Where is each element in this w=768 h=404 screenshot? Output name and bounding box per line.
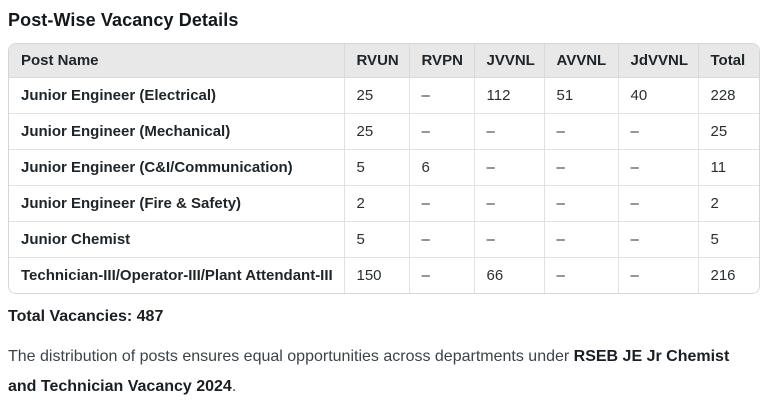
post-name-cell: Junior Engineer (Fire & Safety) [9,185,345,222]
vacancy-count-cell: 228 [698,77,759,114]
vacancy-count-cell: – [618,257,699,293]
vacancy-count-cell: – [544,113,619,150]
vacancy-count-cell: – [409,221,475,258]
post-name-cell: Junior Engineer (C&I/Communication) [9,149,345,186]
column-header: RVPN [409,44,475,78]
vacancy-count-cell: 2 [698,185,759,222]
vacancy-count-cell: 25 [344,77,410,114]
vacancy-table-container: Post Name RVUN RVPN JVVNL AVVNL JdVVNL Total J… [8,43,760,294]
table-header-row: Post Name RVUN RVPN JVVNL AVVNL JdVVNL Total [9,44,759,78]
column-header: JdVVNL [618,44,699,78]
table-row: Technician-III/Operator-III/Plant Attend… [9,257,759,293]
footer-text-before: The distribution of posts ensures equal … [8,348,574,365]
vacancy-count-cell: – [474,149,545,186]
vacancy-count-cell: 5 [698,221,759,258]
vacancy-count-cell: 6 [409,149,475,186]
vacancy-count-cell: 25 [698,113,759,150]
vacancy-count-cell: – [409,77,475,114]
vacancy-count-cell: 112 [474,77,545,114]
table-row: Junior Engineer (C&I/Communication) 5 6– – –… [9,149,759,186]
vacancy-count-cell: – [544,149,619,186]
vacancy-count-cell: 5 [344,149,410,186]
vacancy-count-cell: 216 [698,257,759,293]
vacancy-count-cell: 150 [344,257,410,293]
vacancy-count-cell: 25 [344,113,410,150]
vacancy-table: Post Name RVUN RVPN JVVNL AVVNL JdVVNL Total J… [9,44,759,293]
post-name-cell: Technician-III/Operator-III/Plant Attend… [9,257,345,293]
vacancy-count-cell: – [409,113,475,150]
vacancy-count-cell: 51 [544,77,619,114]
table-row: Junior Engineer (Electrical) 25–112 51 40 22… [9,77,759,114]
table-header: Post Name RVUN RVPN JVVNL AVVNL JdVVNL Total [9,44,759,78]
footer-text-after: . [231,378,237,395]
column-header: Total [698,44,759,78]
vacancy-count-cell: 5 [344,221,410,258]
vacancy-count-cell: – [618,221,699,258]
vacancy-count-cell: – [474,185,545,222]
page-title: Post-Wise Vacancy Details [8,10,239,30]
column-header: Post Name [9,44,345,78]
table-row: Junior Engineer (Fire & Safety) 2– – – –2 [9,185,759,222]
footer-bold-phrase: RSEB JE Jr Chemist and Technician Vacanc… [8,348,730,395]
vacancy-count-cell: – [618,149,699,186]
table-row: Junior Chemist 5– – – –5 [9,221,759,258]
vacancy-count-cell: – [544,185,619,222]
vacancy-count-cell: – [474,113,545,150]
column-header: AVVNL [544,44,619,78]
column-header: JVVNL [474,44,545,78]
vacancy-count-cell: – [409,185,475,222]
vacancy-count-cell: – [544,221,619,258]
post-name-cell: Junior Chemist [9,221,345,258]
post-name-cell: Junior Engineer (Electrical) [9,77,345,114]
footer-paragraph: The distribution of posts ensures equal … [8,342,760,402]
vacancy-count-cell: – [544,257,619,293]
table-row: Junior Engineer (Mechanical) 25– – – –25 [9,113,759,150]
table-body: Junior Engineer (Electrical) 25–112 51 40 22… [9,77,759,293]
column-header: RVUN [344,44,410,78]
vacancy-count-cell: 66 [474,257,545,293]
vacancy-count-cell: 40 [618,77,699,114]
vacancy-count-cell: – [618,113,699,150]
vacancy-count-cell: – [618,185,699,222]
post-name-cell: Junior Engineer (Mechanical) [9,113,345,150]
vacancy-count-cell: – [474,221,545,258]
total-vacancies-line: Total Vacancies: 487 [8,308,164,325]
vacancy-count-cell: 11 [698,149,759,186]
vacancy-count-cell: 2 [344,185,410,222]
vacancy-count-cell: – [409,257,475,293]
